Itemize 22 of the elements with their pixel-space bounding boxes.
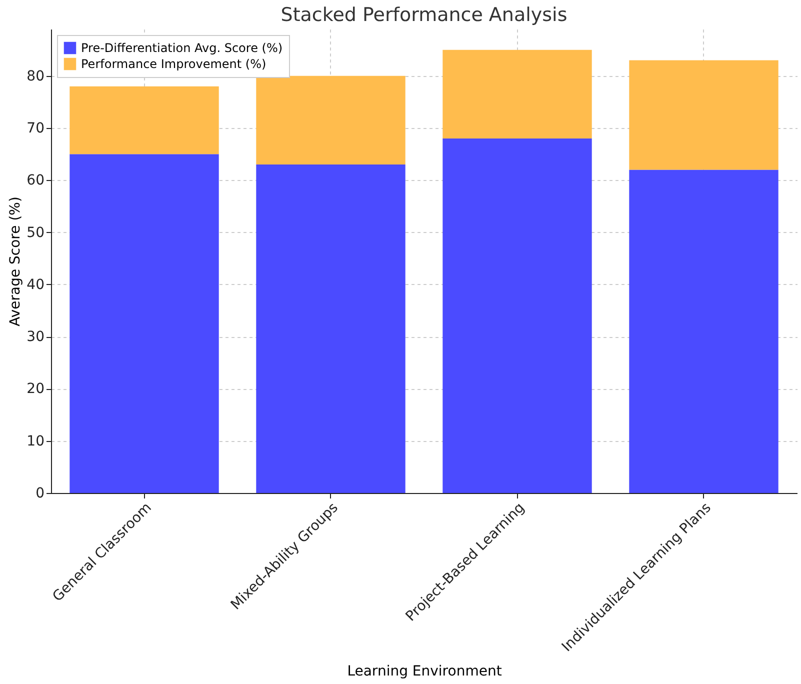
bar <box>442 50 592 138</box>
y-tick-label: 30 <box>26 329 44 346</box>
bar <box>70 86 219 154</box>
y-axis-title: Average Score (%) <box>8 196 24 326</box>
bar <box>629 170 778 493</box>
y-tick-label: 0 <box>36 486 44 502</box>
y-tick-label: 10 <box>26 433 44 450</box>
bar <box>629 60 778 170</box>
y-tick-label: 80 <box>26 68 44 84</box>
bar <box>256 76 406 165</box>
bar <box>256 164 406 493</box>
y-tick-label: 40 <box>26 276 44 293</box>
chart-title: Stacked Performance Analysis <box>280 4 568 26</box>
x-axis-title: Learning Environment <box>347 663 502 680</box>
bar <box>70 154 219 493</box>
y-tick-label: 60 <box>26 172 44 189</box>
bar <box>442 138 592 493</box>
y-tick-label: 70 <box>26 120 44 137</box>
legend-label: Pre-Differentiation Avg. Score (%) <box>81 41 283 55</box>
legend-label: Performance Improvement (%) <box>81 57 266 71</box>
y-tick-label: 50 <box>26 224 44 241</box>
y-tick-label: 20 <box>26 381 44 398</box>
